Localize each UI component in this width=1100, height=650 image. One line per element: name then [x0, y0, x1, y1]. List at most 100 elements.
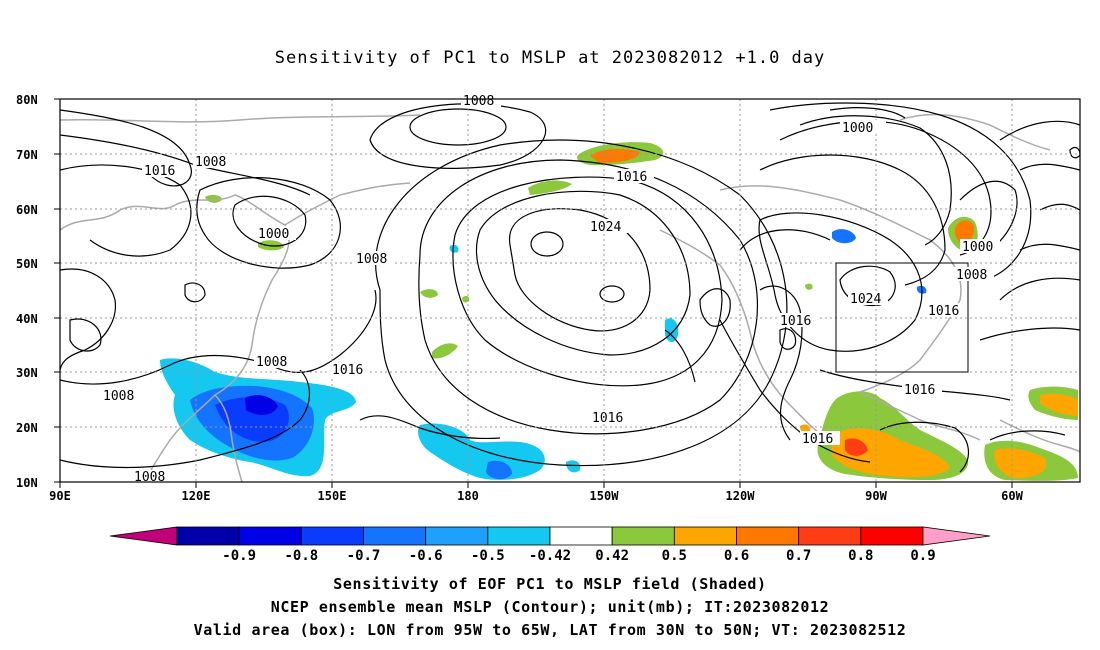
na-west-coast: [659, 229, 831, 441]
colorbar-box: [363, 526, 427, 546]
contour-label-bg: [193, 154, 233, 168]
contour-label: 1008: [463, 94, 494, 109]
pos-patch-carib-red: [845, 438, 868, 456]
contour-1012-pac: [418, 159, 758, 435]
contour-label-bg: [254, 354, 294, 368]
lon-label: 120W: [726, 489, 756, 503]
colorbar-label: 0.42: [595, 548, 629, 564]
contour-atl-3: [759, 154, 946, 286]
colorbar-box: [176, 526, 240, 546]
contour-label: 1024: [590, 220, 621, 235]
neg-patch-small-1: [566, 460, 581, 473]
contour-label: 1016: [592, 411, 623, 426]
contour-label-bg: [848, 291, 888, 305]
lon-label: 150E: [318, 489, 347, 503]
contour-1008-pac: [375, 139, 788, 467]
contour-1016-na: [759, 285, 803, 441]
contour-atl-11: [979, 327, 1081, 341]
contour-1008-okhotsk: [196, 177, 341, 269]
contour-asia-5: [184, 282, 206, 303]
contour-1008-arctic: [369, 103, 547, 169]
colorbar-label: -0.9: [222, 548, 256, 564]
philippines-coast: [214, 394, 243, 483]
neg-patch-small-4: [449, 244, 459, 253]
contour-1016-nw: [59, 109, 192, 187]
contour-label: 1008: [103, 389, 134, 404]
africa-coast: [999, 419, 1081, 453]
colorbar-box: [860, 526, 924, 546]
pos-patch-6: [432, 343, 458, 359]
colorbar-max-arrow: [922, 526, 991, 546]
contour-label: 1008: [356, 252, 387, 267]
contour-label: 1008: [134, 470, 165, 485]
colorbar: -0.9 -0.8 -0.7 -0.6 -0.5 -0.42 0.42 0.5 0.6 0.7 0.…: [109, 526, 991, 564]
greenland-coast: [899, 113, 1051, 151]
pos-patch-8: [805, 283, 813, 290]
colorbar-label: -0.6: [409, 548, 443, 564]
contour-label-bg: [902, 382, 942, 396]
contour-africa: [989, 430, 1066, 441]
siberia-coast: [284, 182, 411, 226]
contour-label: 1008: [195, 155, 226, 170]
contour-label: 1016: [928, 304, 959, 319]
contour-label-bg: [590, 410, 630, 424]
map-panel: 1008 1016 1008 1000 1008 1024 1016 1000 …: [16, 93, 1081, 503]
colorbar-box: [300, 526, 364, 546]
contour-label-bg: [778, 313, 818, 327]
contour-na-4: [719, 319, 871, 463]
colorbar-label: -0.8: [284, 548, 318, 564]
colorbar-min-arrow: [109, 526, 178, 546]
neg-patch-cpac: [418, 423, 545, 480]
axis-ticks: [54, 98, 1013, 488]
sensitivity-shading: [160, 142, 1078, 481]
lon-label: 150W: [590, 489, 620, 503]
contour-label: 1000: [962, 240, 993, 255]
contour-atl-7: [1019, 163, 1081, 171]
contour-label: 1000: [842, 121, 873, 136]
lon-label: 180: [457, 489, 479, 503]
colorbar-label: -0.42: [529, 548, 571, 564]
lon-label: 60W: [1001, 489, 1023, 503]
colorbar-label: 0.6: [724, 548, 749, 564]
contour-label: 1016: [616, 170, 647, 185]
map-frame: [59, 98, 1081, 483]
contour-low-arctic: [409, 108, 507, 146]
contour-asia-4: [59, 369, 310, 469]
contour-na-2: [699, 288, 731, 327]
valid-area-box: [835, 262, 969, 373]
lat-label: 80N: [16, 93, 38, 107]
contour-label-bg: [461, 93, 501, 107]
contour-label: 1016: [144, 164, 175, 179]
pos-patch-atl-core: [954, 220, 975, 244]
contour-label-bg: [142, 163, 182, 177]
colorbar-box: [673, 526, 737, 546]
contour-atl-4: [829, 107, 906, 119]
contour-high-inner-1: [530, 231, 564, 257]
lat-label: 40N: [16, 312, 38, 326]
pos-patch-5: [420, 289, 438, 298]
colorbar-label: 0.9: [910, 548, 935, 564]
footer-line-3: Valid area (box): LON from 95W to 65W, L…: [193, 621, 907, 639]
contour-label: 1016: [904, 383, 935, 398]
colorbar-box: [798, 526, 862, 546]
coastlines: [59, 113, 1081, 483]
lon-label: 90W: [865, 489, 887, 503]
contour-atl-8: [1039, 203, 1081, 211]
colorbar-label: 0.7: [786, 548, 811, 564]
contour-label-bg: [840, 120, 886, 134]
contour-na-3: [779, 328, 797, 350]
contour-label-bg: [960, 239, 1000, 253]
pos-patch-arctic-core: [590, 148, 640, 163]
contour-label: 1008: [956, 268, 987, 283]
lat-label: 30N: [16, 366, 38, 380]
lon-label: 120E: [182, 489, 211, 503]
contour-label: 1000: [258, 227, 289, 242]
neg-patch-cpac-inner: [486, 460, 512, 480]
neg-patch-wpac-max: [245, 395, 278, 415]
lat-label: 50N: [16, 257, 38, 271]
colorbar-box: [611, 526, 675, 546]
asia-coast: [59, 194, 290, 483]
contour-label-bg: [588, 219, 628, 233]
contour-label: 1008: [256, 355, 287, 370]
